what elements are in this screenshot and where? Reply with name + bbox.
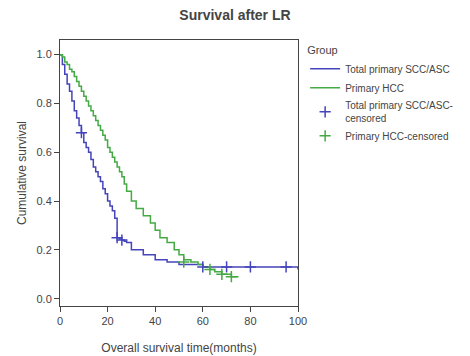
- svg-text:20: 20: [101, 315, 113, 327]
- svg-text:Total primary SCC/ASC-censored: Total primary SCC/ASC-censored: [345, 100, 453, 124]
- svg-text:0: 0: [57, 315, 63, 327]
- svg-text:0.0: 0.0: [37, 293, 52, 305]
- svg-text:100: 100: [289, 315, 307, 327]
- svg-text:Primary HCC: Primary HCC: [345, 83, 404, 94]
- svg-text:80: 80: [244, 315, 256, 327]
- svg-text:60: 60: [197, 315, 209, 327]
- svg-text:0.2: 0.2: [37, 244, 52, 256]
- svg-text:Overall survival time(months): Overall survival time(months): [101, 341, 256, 355]
- svg-text:Primary HCC-censored: Primary HCC-censored: [345, 131, 448, 142]
- svg-text:Total primary SCC/ASC: Total primary SCC/ASC: [345, 64, 449, 75]
- svg-text:1.0: 1.0: [37, 48, 52, 60]
- svg-text:40: 40: [149, 315, 161, 327]
- svg-text:Cumulative survival: Cumulative survival: [15, 121, 29, 225]
- svg-text:0.8: 0.8: [37, 97, 52, 109]
- svg-text:Survival after LR: Survival after LR: [179, 7, 290, 23]
- svg-text:Group: Group: [307, 44, 338, 56]
- svg-text:0.4: 0.4: [37, 195, 52, 207]
- svg-text:0.6: 0.6: [37, 146, 52, 158]
